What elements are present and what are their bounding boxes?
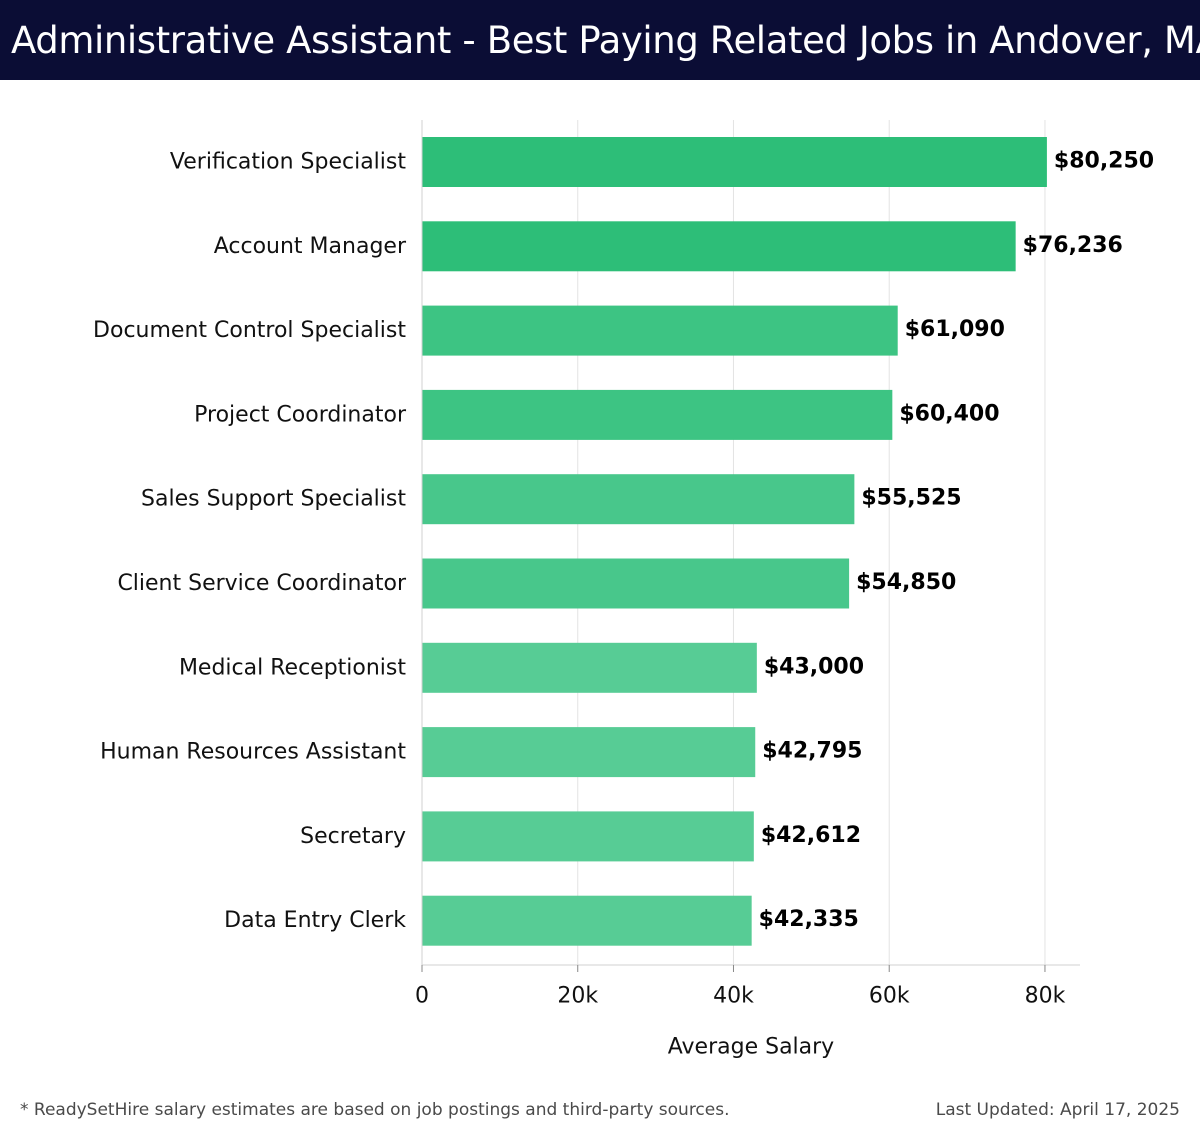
last-updated: Last Updated: April 17, 2025 [935, 1100, 1180, 1120]
value-label: $42,612 [761, 823, 861, 848]
x-tick-label: 40k [713, 984, 754, 1009]
x-tick-label: 60k [869, 984, 910, 1009]
bar [422, 727, 756, 778]
x-tick-label: 0 [415, 984, 429, 1009]
title-bar: Administrative Assistant - Best Paying R… [0, 0, 1200, 80]
value-label: $80,250 [1054, 149, 1154, 174]
footer-note: * ReadySetHire salary estimates are base… [20, 1100, 730, 1120]
bars [422, 137, 1047, 946]
bar [422, 642, 757, 693]
value-label: $42,795 [762, 739, 862, 764]
x-tick-label: 20k [557, 984, 598, 1009]
value-label: $55,525 [861, 486, 961, 511]
bar [422, 895, 752, 946]
bar [422, 389, 893, 440]
x-tick-label: 80k [1025, 984, 1066, 1009]
page-title: Administrative Assistant - Best Paying R… [11, 18, 1200, 62]
value-label: $60,400 [899, 401, 999, 426]
category-label: Human Resources Assistant [100, 740, 406, 765]
category-label: Secretary [300, 824, 406, 849]
category-label: Sales Support Specialist [141, 487, 406, 512]
bar [422, 474, 855, 525]
value-label: $42,335 [759, 907, 859, 932]
bar [422, 811, 754, 862]
bar [422, 221, 1016, 272]
value-label: $61,090 [905, 317, 1005, 342]
value-label: $76,236 [1023, 233, 1123, 258]
salary-bar-chart: Verification Specialist $80,250 Account Ma… [93, 120, 1154, 1060]
labels: Verification Specialist $80,250 Account Ma… [93, 149, 1154, 1060]
category-label: Document Control Specialist [93, 318, 406, 343]
category-label: Verification Specialist [170, 150, 406, 175]
bar [422, 305, 898, 356]
axes [421, 120, 1080, 972]
category-label: Medical Receptionist [179, 655, 406, 680]
value-label: $43,000 [764, 654, 864, 679]
x-axis-title: Average Salary [668, 1035, 834, 1060]
category-label: Account Manager [214, 234, 407, 259]
value-label: $54,850 [856, 570, 956, 595]
category-label: Data Entry Clerk [224, 908, 406, 933]
category-label: Project Coordinator [194, 402, 407, 427]
bar [422, 558, 850, 609]
bar [422, 137, 1047, 187]
category-label: Client Service Coordinator [117, 571, 407, 596]
